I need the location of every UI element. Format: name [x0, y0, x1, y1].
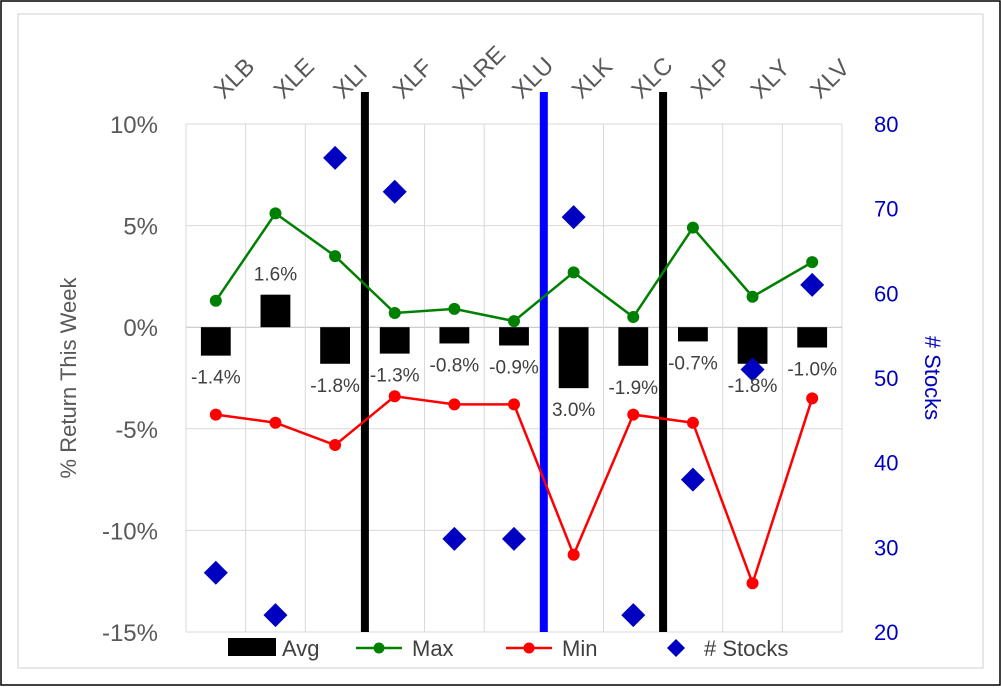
- max-point-xlv: [806, 256, 819, 269]
- max-point-xlk: [567, 266, 580, 279]
- legend-min-marker: [523, 642, 535, 654]
- avg-data-label: -1.8%: [728, 376, 778, 397]
- avg-bar-xlb: [200, 327, 231, 356]
- sector-dividers: [360, 92, 668, 632]
- legend-min-label: Min: [562, 636, 597, 661]
- avg-data-label: -0.8%: [430, 355, 480, 376]
- avg-bar-xlre: [439, 327, 470, 344]
- min-point-xlb: [209, 408, 222, 421]
- legend-avg-label: Avg: [282, 636, 320, 661]
- min-point-xly: [746, 577, 759, 590]
- max-point-xli: [329, 250, 342, 263]
- stocks-point-xli: [323, 145, 348, 170]
- left-axis-tick-label: -10%: [102, 518, 158, 545]
- stocks-point-xlf: [382, 179, 407, 204]
- max-point-xlc: [627, 311, 640, 324]
- min-point-xlf: [388, 390, 401, 403]
- left-axis-tick-label: 10%: [110, 112, 158, 139]
- avg-data-label: -0.7%: [668, 353, 718, 374]
- avg-bars: [200, 294, 828, 389]
- max-point-xly: [746, 290, 759, 303]
- avg-bar-xlk: [558, 327, 589, 389]
- right-axis-tick-label: 60: [874, 281, 898, 306]
- stocks-point-xlu: [502, 526, 526, 551]
- scatter-points: [203, 145, 825, 628]
- avg-data-label: 1.6%: [254, 265, 297, 286]
- left-axis-tick-label: -15%: [102, 620, 158, 647]
- avg-data-label: -1.8%: [310, 376, 360, 397]
- stocks-point-xlb: [203, 560, 228, 585]
- legend: Avg Max Min # Stocks: [228, 636, 788, 661]
- right-axis-title: # Stocks: [920, 336, 945, 420]
- line-series: [209, 207, 819, 590]
- stocks-point-xlc: [621, 603, 646, 628]
- right-axis-tick-label: 30: [874, 535, 898, 560]
- min-point-xlc: [627, 408, 640, 421]
- min-point-xle: [269, 416, 282, 429]
- avg-data-label: -1.3%: [370, 366, 420, 387]
- stocks-point-xlv: [800, 272, 825, 297]
- legend-stocks-label: # Stocks: [704, 636, 788, 661]
- max-point-xlu: [508, 315, 520, 328]
- chart-area-border: [17, 13, 984, 669]
- avg-bar-xlv: [797, 327, 828, 348]
- left-axis-tick-label: -5%: [115, 417, 158, 444]
- avg-data-label: -0.9%: [489, 357, 539, 378]
- min-point-xlre: [448, 398, 461, 411]
- min-point-xlp: [686, 416, 699, 429]
- stocks-point-xlre: [442, 526, 467, 551]
- stocks-point-xlk: [561, 205, 586, 230]
- avg-bar-xlf: [379, 327, 410, 354]
- avg-data-label: -1.0%: [787, 360, 837, 381]
- avg-data-label: -1.9%: [608, 378, 658, 399]
- max-point-xlre: [448, 302, 461, 315]
- max-point-xlp: [686, 221, 699, 234]
- avg-data-label: 3.0%: [552, 400, 595, 421]
- legend-max-marker: [373, 642, 385, 654]
- min-point-xlv: [806, 392, 819, 405]
- right-axis-tick-label: 80: [874, 112, 898, 137]
- avg-bar-xle: [260, 294, 291, 328]
- stocks-point-xly: [740, 357, 765, 382]
- max-point-xlf: [388, 306, 401, 319]
- min-point-xlk: [567, 548, 580, 561]
- avg-bar-xlp: [678, 327, 708, 342]
- data-labels: -1.4% 1.6% -1.8% -1.3% -0.8% -0.9% 3.0% -1.9% -0…: [191, 265, 837, 421]
- right-axis-tick-label: 20: [874, 620, 898, 645]
- max-point-xlb: [209, 294, 222, 307]
- min-point-xli: [329, 439, 342, 452]
- stocks-point-xle: [263, 603, 288, 628]
- legend-max-label: Max: [412, 636, 454, 661]
- right-axis-tick-label: 70: [874, 197, 898, 222]
- left-axis-title: % Return This Week: [56, 277, 81, 479]
- avg-data-label: -1.4%: [191, 368, 241, 389]
- legend-stocks-marker: [667, 639, 685, 657]
- avg-bar-xlu: [499, 327, 529, 346]
- left-axis-tick-label: 5%: [123, 214, 158, 241]
- left-axis-tick-label: 0%: [123, 315, 158, 342]
- avg-bar-xli: [320, 327, 350, 364]
- avg-bar-xlc: [618, 327, 649, 366]
- right-axis-tick-label: 50: [874, 366, 898, 391]
- max-point-xle: [269, 207, 282, 220]
- right-axis-tick-label: 40: [874, 451, 898, 476]
- stocks-point-xlp: [680, 467, 705, 492]
- min-point-xlu: [508, 398, 520, 411]
- legend-avg-swatch: [228, 638, 276, 656]
